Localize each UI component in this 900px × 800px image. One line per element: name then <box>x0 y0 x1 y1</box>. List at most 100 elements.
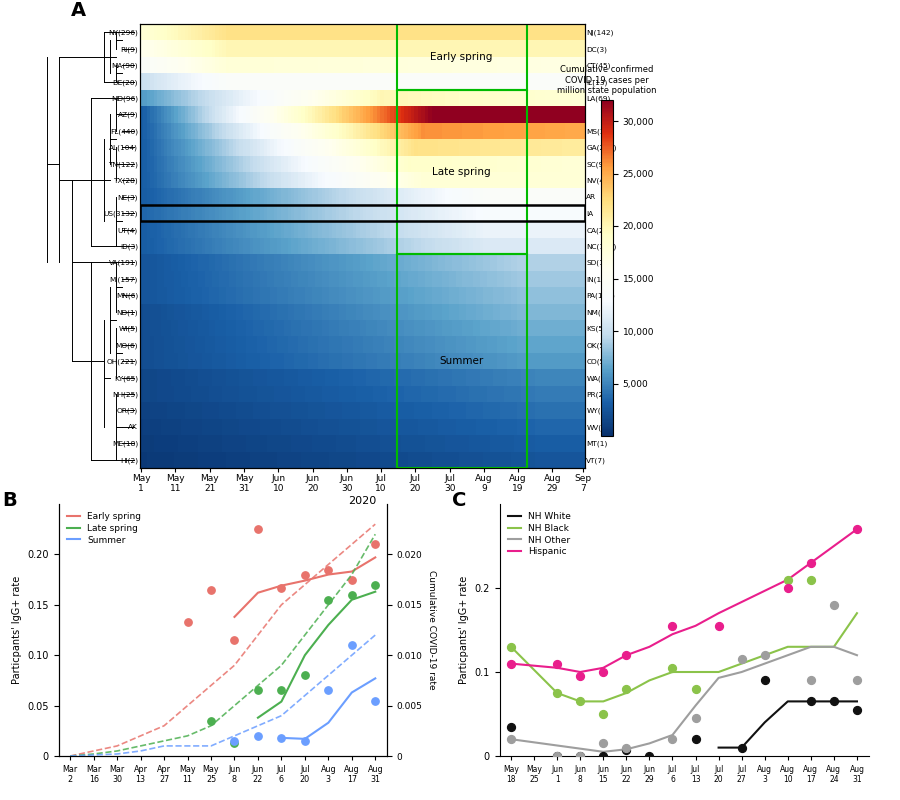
Point <box>711 619 725 632</box>
Line: NH White: NH White <box>718 702 857 747</box>
Late spring <box>300 650 310 660</box>
Text: A: A <box>70 1 86 19</box>
Point <box>203 714 218 727</box>
Point <box>827 598 842 611</box>
Point <box>619 682 634 695</box>
Summer <box>276 733 287 742</box>
Point <box>550 750 564 762</box>
NH Black <box>552 688 562 698</box>
Hispanic <box>598 663 608 673</box>
Point <box>274 731 289 744</box>
Point <box>804 695 818 708</box>
Point <box>321 684 336 697</box>
Summer <box>370 674 381 683</box>
Line: Late spring: Late spring <box>258 592 375 718</box>
Text: Late spring: Late spring <box>432 167 491 177</box>
NH Black <box>851 608 862 618</box>
Hispanic <box>506 659 517 669</box>
Point <box>203 583 218 596</box>
NH White <box>829 697 840 706</box>
Line: Hispanic: Hispanic <box>511 530 857 672</box>
Text: Early spring: Early spring <box>430 52 493 62</box>
Point <box>504 720 518 733</box>
NH White <box>713 742 724 752</box>
Point <box>550 686 564 699</box>
Point <box>643 750 657 762</box>
Early spring <box>370 553 381 562</box>
Point <box>368 538 382 550</box>
Hispanic <box>667 630 678 639</box>
NH Other <box>760 659 770 669</box>
Point <box>251 523 266 536</box>
Point <box>345 638 359 651</box>
NH Other <box>851 650 862 660</box>
Hispanic <box>690 621 701 630</box>
NH Other <box>621 745 632 754</box>
NH Other <box>644 738 655 748</box>
NH Other <box>598 747 608 757</box>
Hispanic <box>552 663 562 673</box>
Point <box>596 708 610 720</box>
NH White <box>736 742 747 752</box>
Point <box>573 750 588 762</box>
Point <box>345 573 359 586</box>
Summer <box>346 688 357 698</box>
Hispanic <box>713 608 724 618</box>
Point <box>504 733 518 746</box>
Y-axis label: Particpants' IgG+ rate: Particpants' IgG+ rate <box>459 576 469 684</box>
NH White <box>760 718 770 727</box>
Point <box>573 750 588 762</box>
Early spring <box>230 612 240 622</box>
Point <box>251 730 266 742</box>
NH Black <box>829 642 840 651</box>
Late spring <box>370 587 381 597</box>
Point <box>734 653 749 666</box>
Point <box>596 737 610 750</box>
NH Other <box>667 730 678 740</box>
NH Other <box>782 650 793 660</box>
Point <box>850 703 864 716</box>
Summer <box>300 734 310 744</box>
NH Black <box>782 642 793 651</box>
Early spring <box>253 588 264 598</box>
Point <box>665 619 680 632</box>
NH Other <box>806 642 816 651</box>
Line: NH Black: NH Black <box>511 613 857 702</box>
Point <box>804 573 818 586</box>
Point <box>504 658 518 670</box>
Text: Summer: Summer <box>439 356 484 366</box>
Point <box>550 658 564 670</box>
Point <box>850 674 864 686</box>
NH Black <box>644 675 655 685</box>
Hispanic <box>621 650 632 660</box>
X-axis label: 2020: 2020 <box>348 496 376 506</box>
NH Other <box>713 673 724 682</box>
Point <box>298 669 312 682</box>
Point <box>251 684 266 697</box>
Point <box>274 582 289 594</box>
Point <box>619 744 634 757</box>
NH Other <box>506 734 517 744</box>
Early spring <box>323 570 334 579</box>
Point <box>573 670 588 682</box>
Hispanic <box>851 525 862 534</box>
Point <box>298 734 312 747</box>
Hispanic <box>782 574 793 584</box>
Point <box>780 582 795 594</box>
Point <box>688 712 703 725</box>
Point <box>758 649 772 662</box>
Point <box>596 750 610 762</box>
Early spring <box>346 566 357 576</box>
Summer <box>323 718 334 727</box>
NH Black <box>690 667 701 677</box>
Point <box>504 640 518 653</box>
Hispanic <box>829 541 840 550</box>
Point <box>665 662 680 674</box>
Early spring <box>300 576 310 586</box>
NH Black <box>806 642 816 651</box>
Point <box>804 557 818 570</box>
Hispanic <box>806 558 816 568</box>
Point <box>321 563 336 576</box>
Title: Cumulative confirmed
COVID-19 cases per
million state population: Cumulative confirmed COVID-19 cases per … <box>557 66 657 95</box>
Late spring <box>276 697 287 706</box>
